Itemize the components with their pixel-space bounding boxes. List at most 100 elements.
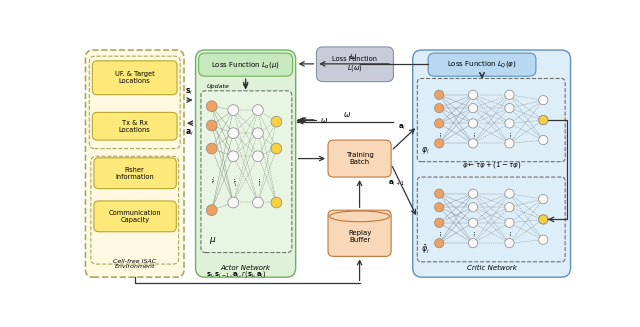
Circle shape <box>271 197 282 208</box>
Circle shape <box>271 116 282 127</box>
Circle shape <box>435 139 444 148</box>
FancyBboxPatch shape <box>201 91 292 252</box>
Circle shape <box>505 189 514 198</box>
Circle shape <box>468 218 477 227</box>
Circle shape <box>505 119 514 128</box>
Text: $\mathbf{a}_i$: $\mathbf{a}_i$ <box>399 123 406 132</box>
Ellipse shape <box>330 211 390 222</box>
Text: $\omega$: $\omega$ <box>343 110 351 119</box>
Circle shape <box>539 195 548 204</box>
FancyBboxPatch shape <box>428 53 536 76</box>
Text: Cell-free ISAC
Environment: Cell-free ISAC Environment <box>113 259 156 269</box>
FancyBboxPatch shape <box>413 50 570 277</box>
Circle shape <box>539 135 548 145</box>
Text: ...: ... <box>230 176 236 183</box>
Circle shape <box>253 105 263 115</box>
FancyBboxPatch shape <box>417 78 565 162</box>
FancyBboxPatch shape <box>94 201 176 232</box>
Text: $\mathbf{s}_i, \mathbf{s}_{i-1}, \mathbf{a}_i, r(\mathbf{s}_i, \mathbf{a}_i)$: $\mathbf{s}_i, \mathbf{s}_{i-1}, \mathbf… <box>205 269 266 280</box>
Circle shape <box>505 203 514 212</box>
FancyBboxPatch shape <box>90 56 180 148</box>
Text: $\mu$: $\mu$ <box>209 235 216 246</box>
Text: $\varphi_i$: $\varphi_i$ <box>421 145 429 156</box>
FancyBboxPatch shape <box>91 156 179 264</box>
Text: Loss Function
$L(\omega)$: Loss Function $L(\omega)$ <box>332 56 378 73</box>
Text: ...: ... <box>470 130 476 137</box>
FancyBboxPatch shape <box>417 177 565 262</box>
Circle shape <box>505 238 514 248</box>
Circle shape <box>228 197 239 208</box>
Text: Training
Batch: Training Batch <box>346 152 374 165</box>
Circle shape <box>271 143 282 154</box>
FancyBboxPatch shape <box>198 53 292 76</box>
Circle shape <box>505 103 514 113</box>
Circle shape <box>253 197 263 208</box>
FancyBboxPatch shape <box>92 61 177 95</box>
Circle shape <box>539 235 548 244</box>
Text: Fisher
Information: Fisher Information <box>115 167 154 180</box>
Text: ...: ... <box>436 130 442 137</box>
Text: UF. & Target
Locations: UF. & Target Locations <box>115 71 155 84</box>
Circle shape <box>206 120 217 131</box>
Text: $\mathbf{a}_i$: $\mathbf{a}_i$ <box>185 127 194 138</box>
Circle shape <box>539 115 548 125</box>
Circle shape <box>468 90 477 99</box>
Circle shape <box>435 103 444 113</box>
Text: ...: ... <box>255 176 261 183</box>
Text: Loss Function $L_Q(\varphi)$: Loss Function $L_Q(\varphi)$ <box>447 60 516 70</box>
Circle shape <box>539 95 548 105</box>
Circle shape <box>435 218 444 227</box>
Text: Tx & Rx
Locations: Tx & Rx Locations <box>119 120 150 133</box>
Circle shape <box>505 218 514 227</box>
Text: ...: ... <box>207 174 216 182</box>
Circle shape <box>505 139 514 148</box>
FancyBboxPatch shape <box>196 50 296 277</box>
Text: ...: ... <box>470 230 476 236</box>
Circle shape <box>468 203 477 212</box>
FancyBboxPatch shape <box>86 50 184 277</box>
Circle shape <box>505 90 514 99</box>
Circle shape <box>435 119 444 128</box>
FancyBboxPatch shape <box>94 158 176 189</box>
Circle shape <box>468 103 477 113</box>
Circle shape <box>253 151 263 162</box>
FancyBboxPatch shape <box>328 140 391 177</box>
Text: $\mathbf{a}_{i+1}$: $\mathbf{a}_{i+1}$ <box>388 179 405 188</box>
Circle shape <box>435 90 444 99</box>
Circle shape <box>435 189 444 198</box>
FancyBboxPatch shape <box>328 210 391 256</box>
Circle shape <box>435 238 444 248</box>
Text: ...: ... <box>506 130 513 137</box>
Circle shape <box>468 189 477 198</box>
Circle shape <box>206 205 217 215</box>
Circle shape <box>468 139 477 148</box>
Text: $\bar{\varphi} \leftarrow \tau\varphi + (1-\tau\varphi)$: $\bar{\varphi} \leftarrow \tau\varphi + … <box>462 161 522 171</box>
Circle shape <box>206 143 217 154</box>
Text: Replay
Buffer: Replay Buffer <box>348 230 371 243</box>
FancyBboxPatch shape <box>316 47 394 82</box>
Text: $\bar{\varphi}_i$: $\bar{\varphi}_i$ <box>421 243 429 256</box>
Circle shape <box>253 128 263 139</box>
Text: Critic Network: Critic Network <box>467 265 516 271</box>
FancyBboxPatch shape <box>92 112 177 140</box>
Text: ...: ... <box>209 176 215 183</box>
Text: ...: ... <box>436 230 442 236</box>
Text: ...: ... <box>253 178 262 186</box>
Circle shape <box>539 215 548 224</box>
Text: ...: ... <box>506 230 513 236</box>
Circle shape <box>206 101 217 112</box>
Circle shape <box>435 203 444 212</box>
Circle shape <box>539 115 548 125</box>
Text: Communication
Capacity: Communication Capacity <box>108 210 161 223</box>
Text: Loss Function $L_\alpha(\mu)$: Loss Function $L_\alpha(\mu)$ <box>211 60 280 70</box>
Text: Update: Update <box>207 84 230 90</box>
Circle shape <box>228 151 239 162</box>
Text: $\omega$: $\omega$ <box>349 52 357 61</box>
Text: ...: ... <box>228 178 238 186</box>
Text: Actor Network: Actor Network <box>221 265 271 271</box>
Text: $\mathbf{s}_i$: $\mathbf{s}_i$ <box>186 86 193 97</box>
Text: $\omega$: $\omega$ <box>320 115 328 125</box>
Circle shape <box>539 215 548 224</box>
Circle shape <box>468 238 477 248</box>
Circle shape <box>228 105 239 115</box>
